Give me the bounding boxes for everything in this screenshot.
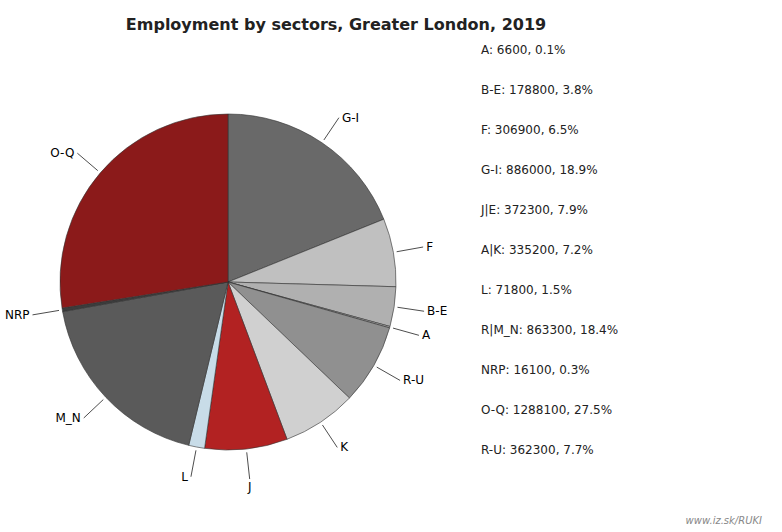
leader-line — [393, 328, 419, 335]
wedge-label: F — [426, 240, 433, 254]
wedge — [60, 114, 228, 308]
wedge-label: NRP — [5, 308, 30, 322]
leader-line — [191, 450, 196, 476]
wedge-label: A — [422, 328, 431, 342]
legend-line: R-U: 362300, 7.7% — [481, 443, 594, 457]
legend-line: O-Q: 1288100, 27.5% — [481, 403, 612, 417]
legend-text: A: 6600, 0.1% B-E: 178800, 3.8% F: 306900,… — [480, 43, 618, 457]
wedge-label: J — [247, 480, 252, 494]
leader-line — [77, 153, 97, 170]
wedge-label: R-U — [403, 373, 424, 387]
legend-line: R|M_N: 863300, 18.4% — [481, 323, 618, 337]
wedge-label: L — [181, 470, 188, 484]
leader-line — [322, 425, 337, 447]
leader-line — [397, 247, 423, 252]
wedge-label: O-Q — [50, 146, 74, 160]
title: Employment by sectors, Greater London, 2… — [126, 15, 546, 34]
leader-line — [397, 307, 424, 311]
leader-line — [33, 310, 60, 314]
legend-line: A|K: 335200, 7.2% — [481, 243, 593, 257]
background — [0, 0, 782, 532]
wedge-label: G-I — [342, 111, 359, 125]
legend-line: L: 71800, 1.5% — [481, 283, 572, 297]
leader-line — [84, 400, 104, 418]
legend-line: G-I: 886000, 18.9% — [481, 163, 598, 177]
legend-line: A: 6600, 0.1% — [481, 43, 566, 57]
leader-line — [377, 367, 400, 380]
wedge — [228, 219, 396, 287]
leader-line — [247, 452, 250, 479]
wedge-label: K — [340, 440, 349, 454]
wedges — [60, 114, 396, 450]
watermark: www.iz.sk/RUKI — [686, 515, 762, 526]
legend-line: J|E: 372300, 7.9% — [480, 203, 588, 217]
legend-line: F: 306900, 6.5% — [481, 123, 579, 137]
wedge-labels: G-I F B-E A R-U K J L M_N NRP O-Q — [5, 111, 447, 494]
legend-line: NRP: 16100, 0.3% — [481, 363, 590, 377]
wedge-label: B-E — [427, 304, 447, 318]
legend-line: B-E: 178800, 3.8% — [481, 83, 593, 97]
leader-line — [324, 118, 339, 140]
wedge — [63, 282, 228, 445]
wedge-label: M_N — [55, 411, 80, 425]
chart-container: Employment by sectors, Greater London, 2… — [0, 0, 782, 532]
chart-svg: Employment by sectors, Greater London, 2… — [0, 0, 782, 532]
